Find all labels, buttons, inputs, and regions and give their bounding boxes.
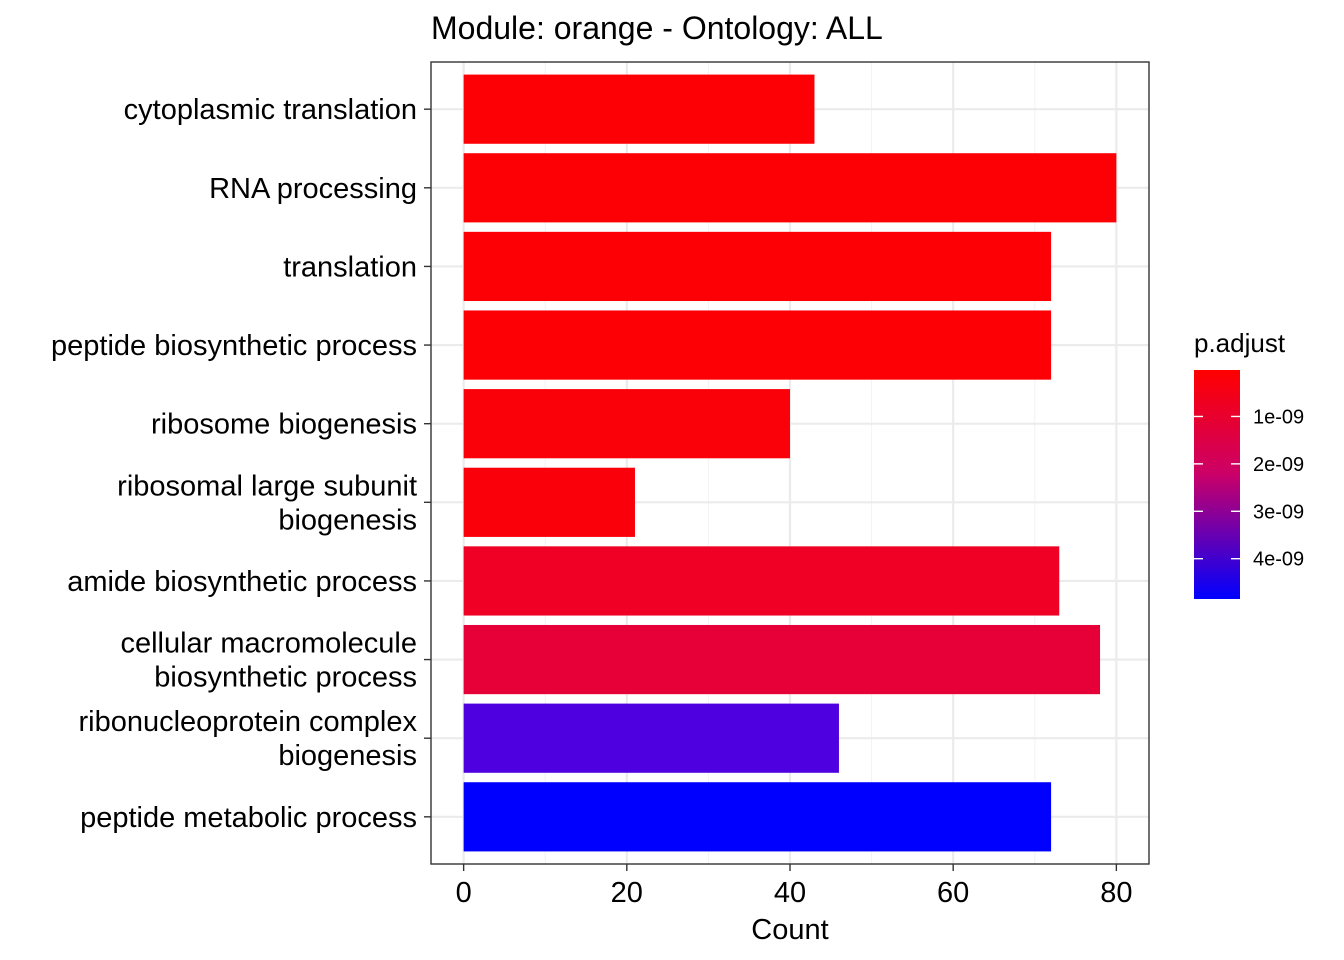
x-tick-label: 40 (774, 877, 806, 909)
x-tick-label: 80 (1100, 877, 1132, 909)
legend-tick-label: 4e-09 (1253, 549, 1304, 571)
y-tick-label-line: translation (283, 251, 417, 283)
y-tick-label: peptide metabolic process (80, 802, 417, 834)
bar-3 (463, 310, 1052, 380)
y-tick-label-line: peptide metabolic process (80, 802, 417, 834)
y-axis: cytoplasmic translation RNA processing tra… (51, 94, 431, 834)
y-tick-label: ribonucleoprotein complex biogenesis (78, 706, 417, 772)
y-tick-label: translation (283, 251, 417, 283)
y-tick-label-line: biogenesis (278, 740, 417, 772)
x-axis-label: Count (751, 914, 828, 946)
y-tick-label: amide biosynthetic process (67, 566, 417, 598)
bars (463, 74, 1117, 852)
bar-0 (463, 74, 815, 144)
bar-9 (463, 782, 1052, 852)
y-tick-label: RNA processing (209, 173, 417, 205)
legend-tick-label: 3e-09 (1253, 501, 1304, 523)
bar-7 (463, 624, 1101, 695)
y-tick-label-line: cellular macromolecule (120, 628, 417, 660)
y-tick-label-line: biosynthetic process (154, 662, 417, 694)
y-tick-label: cytoplasmic translation (124, 94, 417, 126)
x-tick-label: 0 (456, 877, 472, 909)
y-tick-label-line: ribosomal large subunit (117, 470, 417, 502)
bar-4 (463, 389, 790, 459)
y-tick-label: ribosomal large subunit biogenesis (117, 470, 417, 536)
bar-8 (463, 703, 839, 773)
bar-6 (463, 546, 1060, 616)
bar-2 (463, 231, 1052, 302)
legend-tick-label: 2e-09 (1253, 454, 1304, 476)
y-tick-label-line: peptide biosynthetic process (51, 330, 417, 362)
y-tick-label-line: RNA processing (209, 173, 417, 205)
bar-5 (463, 467, 635, 537)
y-tick-label-line: amide biosynthetic process (67, 566, 417, 598)
y-tick-label: peptide biosynthetic process (51, 330, 417, 362)
y-tick-label: cellular macromolecule biosynthetic proce… (120, 628, 417, 694)
x-axis: 0 20 40 60 80 (456, 864, 1132, 909)
y-tick-label-line: ribosome biogenesis (151, 409, 417, 441)
y-tick-label-line: ribonucleoprotein complex (78, 706, 417, 738)
y-tick-label-line: cytoplasmic translation (124, 94, 417, 126)
legend-title: p.adjust (1194, 328, 1286, 358)
x-tick-label: 20 (611, 877, 643, 909)
chart-title: Module: orange - Ontology: ALL (431, 10, 883, 46)
y-tick-label: ribosome biogenesis (151, 409, 417, 441)
x-tick-label: 60 (937, 877, 969, 909)
y-tick-label-line: biogenesis (278, 504, 417, 536)
legend-ticks: 1e-09 2e-09 3e-09 4e-09 (1194, 406, 1304, 571)
bar-1 (463, 153, 1117, 223)
legend: p.adjust 1e-09 2e-09 3e-09 4e-09 (1194, 328, 1304, 599)
legend-colorbar (1194, 370, 1240, 599)
legend-tick-label: 1e-09 (1253, 406, 1304, 428)
